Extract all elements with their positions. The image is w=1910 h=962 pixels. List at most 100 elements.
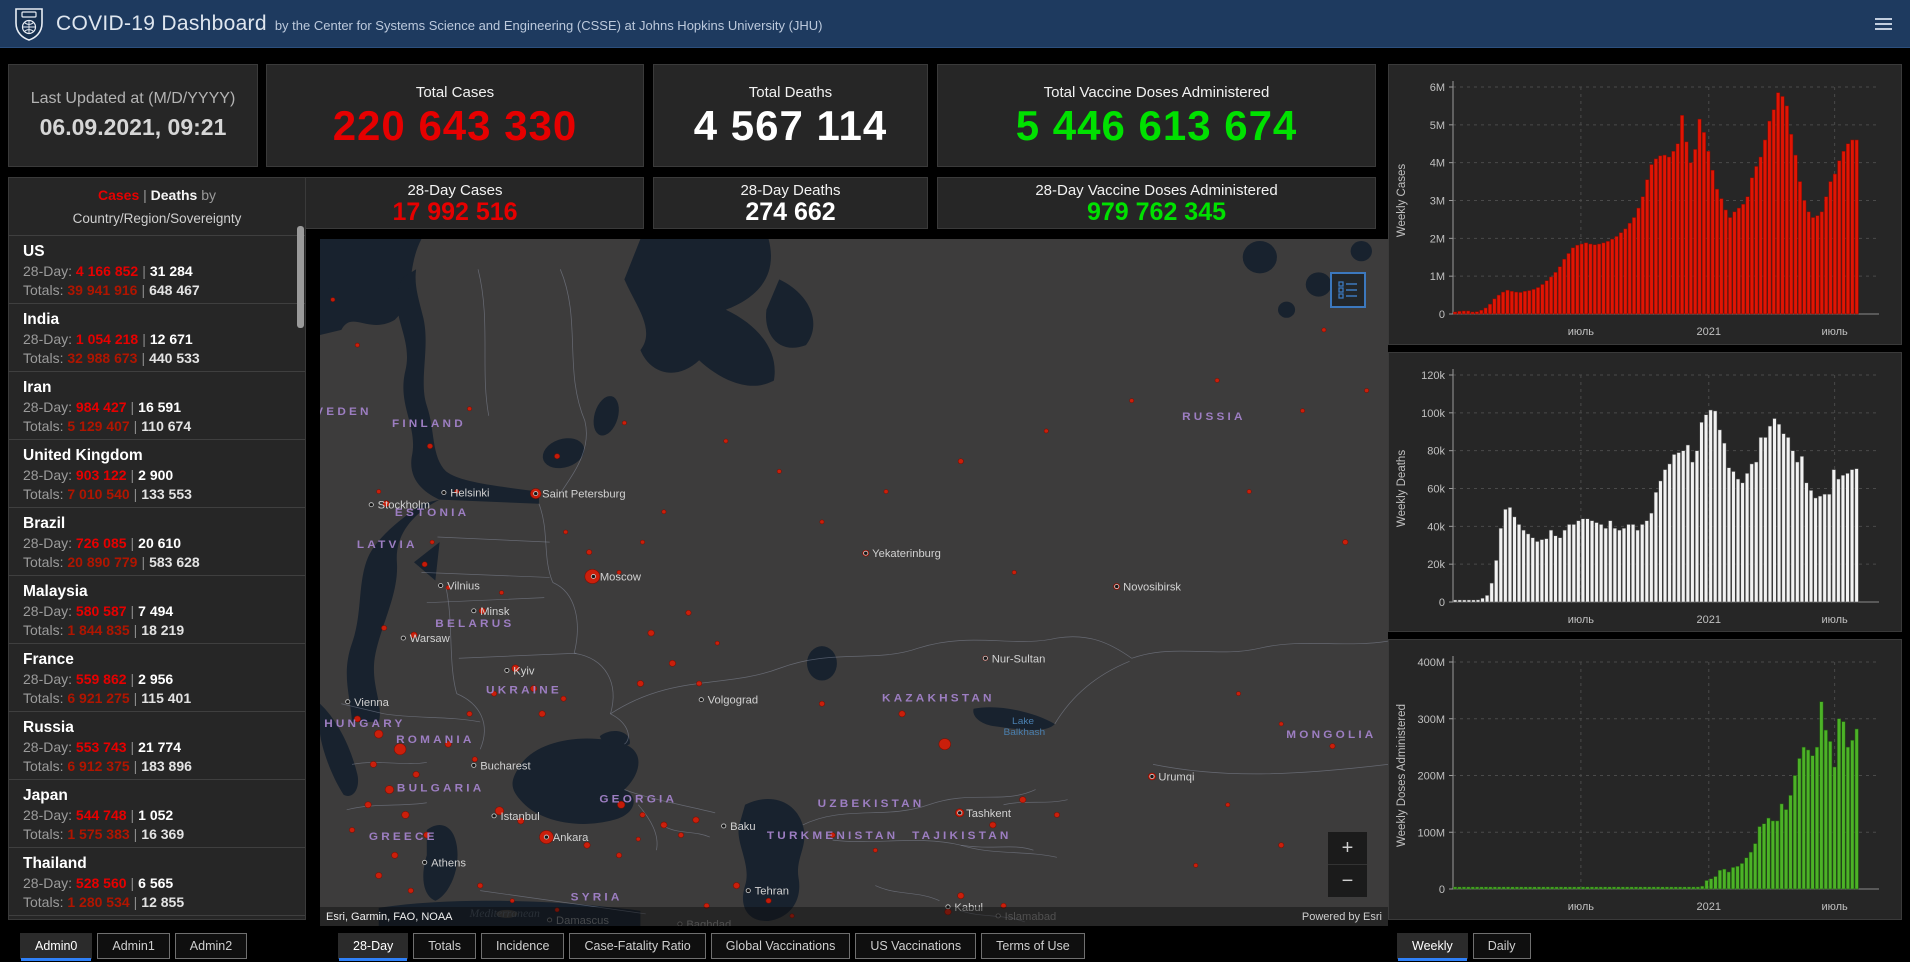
bar (1776, 92, 1781, 315)
legend-button[interactable] (1330, 272, 1366, 308)
svg-text:Tashkent: Tashkent (966, 808, 1011, 820)
bar (1531, 289, 1536, 315)
bar (1549, 276, 1554, 315)
case-dot (647, 629, 655, 637)
bar (1658, 155, 1663, 315)
country-list-item[interactable]: France 28-Day: 559 862 | 2 956 Totals: 6 9… (9, 643, 305, 711)
svg-text:Athens: Athens (431, 858, 466, 870)
stat-label: 28-Day Cases (407, 181, 503, 199)
tab-admin1[interactable]: Admin1 (97, 933, 170, 959)
case-dot (517, 817, 525, 825)
bar (1576, 520, 1581, 602)
world-map[interactable]: VEDEN FINLAND RUSSIA ESTONIA LATVIA BELARUS UK… (320, 239, 1388, 926)
tab-28-day[interactable]: 28-Day (338, 933, 409, 961)
case-dot (583, 841, 591, 849)
case-dot (1246, 489, 1252, 494)
case-dot (1214, 378, 1220, 383)
svg-text:20k: 20k (1427, 559, 1445, 571)
bar (1854, 729, 1859, 890)
bar (1566, 253, 1571, 315)
sidebar-scrollbar[interactable] (297, 226, 304, 328)
case-dot (661, 509, 667, 515)
bar (1762, 823, 1766, 890)
bar (1605, 241, 1610, 315)
map-city-label: Baghdad (677, 919, 731, 926)
menu-icon[interactable] (1871, 14, 1896, 34)
tab-global-vaccinations[interactable]: Global Vaccinations (710, 933, 851, 959)
bar (1845, 747, 1850, 890)
case-dot (660, 821, 668, 829)
case-dot (560, 695, 567, 702)
zoom-out-button[interactable]: − (1328, 865, 1367, 897)
zoom-in-button[interactable]: + (1328, 832, 1367, 864)
bar (1620, 887, 1625, 890)
country-list-item[interactable]: India 28-Day: 1 054 218 | 12 671 Totals: 3… (9, 303, 305, 371)
case-dot (668, 660, 676, 667)
tab-totals[interactable]: Totals (413, 933, 476, 959)
country-28day: 28-Day: 580 587 | 7 494 (23, 603, 174, 619)
case-dot (1000, 903, 1007, 909)
bar (1653, 491, 1658, 602)
bar (1681, 450, 1686, 602)
header-deaths-label[interactable]: Deaths (150, 187, 198, 203)
bar (1496, 294, 1501, 315)
country-list-item[interactable]: Malaysia 28-Day: 580 587 | 7 494 Totals: 1… (9, 575, 305, 643)
bar (1767, 120, 1772, 315)
tab-incidence[interactable]: Incidence (480, 933, 565, 959)
case-dot (381, 625, 388, 631)
svg-text:июль: июль (1568, 901, 1595, 913)
bar (1503, 508, 1508, 602)
country-list-item[interactable]: Russia 28-Day: 553 743 | 21 774 Totals: 6 … (9, 711, 305, 779)
country-list-item[interactable]: Iran 28-Day: 984 427 | 16 591 Totals: 5 12… (9, 371, 305, 439)
bar (1623, 228, 1628, 315)
svg-text:Yekaterinburg: Yekaterinburg (872, 548, 941, 560)
case-dot (382, 500, 390, 507)
tab-daily[interactable]: Daily (1472, 933, 1531, 959)
svg-text:июль: июль (1821, 326, 1848, 338)
bar (1474, 311, 1479, 315)
country-name: Russia (23, 719, 74, 736)
case-dot (617, 800, 626, 809)
case-dot (554, 453, 561, 459)
tab-weekly[interactable]: Weekly (1397, 933, 1468, 961)
bar (1636, 207, 1641, 315)
bar (1792, 775, 1797, 890)
tab-us-vaccinations[interactable]: US Vaccinations (855, 933, 977, 959)
bar (1585, 887, 1590, 890)
case-dot (586, 549, 593, 555)
bar (1539, 538, 1544, 602)
country-list-item[interactable]: Brazil 28-Day: 726 085 | 20 610 Totals: 20… (9, 507, 305, 575)
jhu-shield-logo (15, 7, 43, 41)
country-totals: Totals: 32 988 673 | 440 533 (23, 350, 200, 366)
map-city-label: Vilnius (438, 581, 480, 592)
bar (1675, 143, 1680, 315)
bar (1695, 887, 1700, 890)
header-separator: | (143, 187, 147, 203)
tab-admin0[interactable]: Admin0 (20, 933, 93, 961)
bar (1594, 887, 1599, 890)
country-list-item[interactable]: Thailand 28-Day: 528 560 | 6 565 Totals: 1… (9, 847, 305, 915)
country-list-item[interactable]: Japan 28-Day: 544 748 | 1 052 Totals: 1 57… (9, 779, 305, 847)
svg-text:Nur-Sultan: Nur-Sultan (992, 654, 1046, 666)
header-cases-label[interactable]: Cases (97, 187, 140, 203)
country-list-item[interactable]: United Kingdom 28-Day: 903 122 | 2 900 Tot… (9, 439, 305, 507)
country-28day: 28-Day: 528 560 | 6 565 (23, 875, 174, 891)
bar (1667, 463, 1672, 602)
country-list-item[interactable]: Turkey 28-Day: 516 406|4 912 (9, 915, 305, 919)
powered-by-esri[interactable]: Powered by Esri (1301, 910, 1382, 923)
country-list-item[interactable]: US 28-Day: 4 166 852 | 31 284 Totals: 39 9… (9, 235, 305, 303)
svg-text:5M: 5M (1430, 120, 1445, 132)
tab-terms-of-use[interactable]: Terms of Use (981, 933, 1085, 959)
tab-admin2[interactable]: Admin2 (174, 933, 248, 959)
bar (1625, 887, 1630, 890)
bar (1704, 880, 1709, 890)
bar (1710, 169, 1715, 315)
map-country-borders (341, 269, 1388, 923)
country-28day: 28-Day: 544 748 | 1 052 (23, 807, 174, 823)
map-city-label: Saint Petersburg (533, 489, 626, 501)
bar (1735, 866, 1740, 890)
tab-case-fatality-ratio[interactable]: Case-Fatality Ratio (569, 933, 706, 959)
bar (1841, 721, 1846, 890)
bar (1536, 287, 1540, 315)
bar (1753, 843, 1758, 890)
